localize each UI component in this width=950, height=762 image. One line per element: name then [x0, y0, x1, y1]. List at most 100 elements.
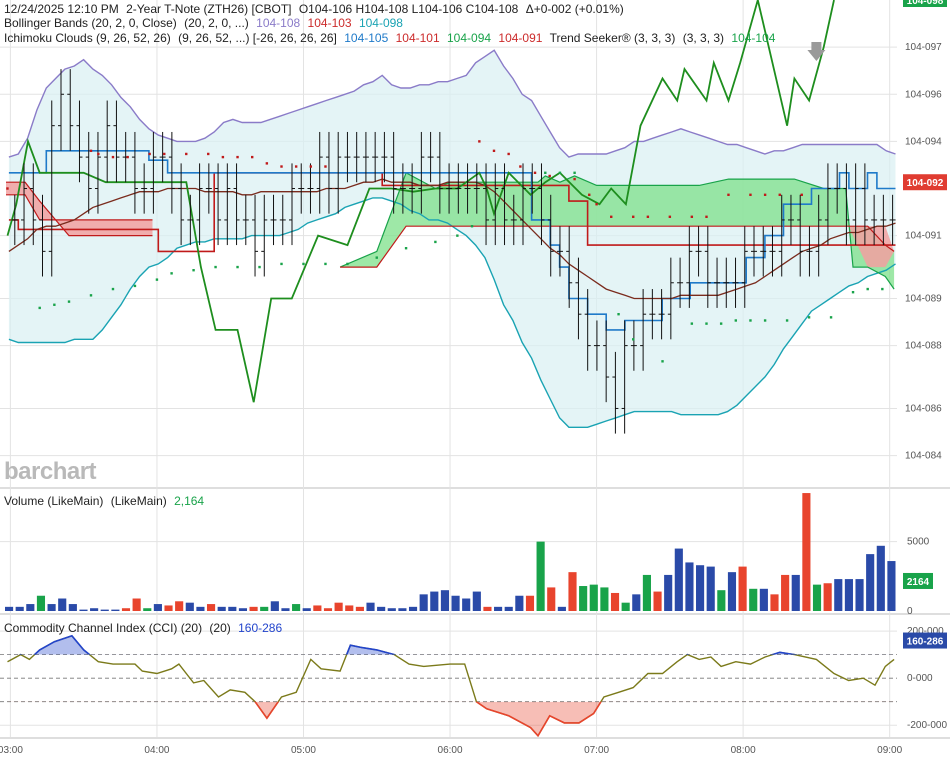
- x-tick-label: 04:00: [144, 745, 169, 756]
- volume-y-tick-label: 5000: [907, 537, 930, 548]
- trend-seeker-dot-red: [148, 152, 151, 156]
- cci-params: (20): [209, 621, 231, 635]
- volume-bar: [547, 587, 556, 611]
- price-bar: [695, 226, 702, 277]
- trend-seeker-dot-red: [595, 203, 598, 206]
- header-line-3[interactable]: Ichimoku Clouds (9, 26, 52, 26) (9, 26, …: [4, 31, 779, 45]
- x-tick-label: 05:00: [291, 745, 316, 756]
- price-bar: [178, 163, 185, 246]
- trend-seeker-dot-red: [763, 193, 767, 196]
- trend-seeker-dot-red: [727, 193, 730, 196]
- trend-seeker-dot-green: [632, 338, 635, 341]
- volume-bar: [238, 608, 248, 611]
- ichimoku-cloud-bull: [340, 172, 895, 290]
- trend-seeker-dot-red: [749, 193, 752, 196]
- trend-seeker-dot-green: [690, 322, 694, 325]
- bb-value-upper: 104-108: [256, 16, 301, 30]
- volume-bar: [781, 574, 790, 611]
- volume-bar: [111, 609, 120, 611]
- cci-value: 160-286: [238, 621, 283, 635]
- cci-y-tick-label: 0-000: [907, 673, 933, 684]
- volume-bar: [355, 606, 364, 611]
- trend-seeker-dot-green: [404, 247, 408, 250]
- price-bar: [205, 163, 212, 214]
- price-bar: [455, 163, 462, 214]
- trend-seeker-dot-red: [163, 152, 166, 156]
- price-bar: [298, 163, 305, 214]
- price-bar: [824, 163, 831, 246]
- cci-header[interactable]: Commodity Channel Index (CCI) (20) (20) …: [4, 621, 286, 635]
- cci-last-value: 160-286: [907, 637, 944, 648]
- trend-seeker-dot-green: [111, 287, 115, 291]
- trend-seeker-label: Trend Seeker® (3, 3, 3): [549, 31, 676, 45]
- bollinger-upper-line: [8, 49, 896, 158]
- y-tick-label: 104-089: [905, 293, 942, 304]
- ichimoku-cloud-bear: [848, 226, 895, 268]
- trend-seeker-dot-green: [749, 319, 752, 322]
- cci-line-oversold: [253, 701, 602, 738]
- volume-bar: [876, 545, 885, 611]
- trend-seeker-dot-green: [829, 316, 833, 319]
- volume-bar: [834, 579, 843, 611]
- trend-seeker-dot-red: [507, 152, 510, 156]
- volume-bar: [206, 604, 216, 611]
- down-arrow-icon: [807, 42, 826, 61]
- trend-seeker-dot-green: [719, 322, 723, 325]
- price-bar: [187, 194, 194, 246]
- x-tick-label: 06:00: [438, 745, 463, 756]
- trend-seeker-dot-red: [588, 193, 591, 196]
- trend-seeker-dot-green: [851, 291, 855, 294]
- volume-bar: [642, 574, 651, 611]
- volume-label: Volume (LikeMain): [4, 494, 104, 508]
- barchart-watermark: barchart: [4, 458, 97, 485]
- ichimoku-span-b-line: [6, 181, 153, 237]
- price-bar: [603, 320, 610, 403]
- volume-bar: [68, 604, 77, 611]
- trend-seeker-dot-red: [705, 215, 708, 218]
- price-bar: [519, 163, 526, 246]
- volume-bar: [791, 574, 800, 611]
- volume-bar: [281, 608, 290, 611]
- trend-seeker-dot-red: [632, 215, 635, 218]
- volume-bar: [653, 591, 662, 611]
- price-bar: [381, 131, 388, 183]
- volume-bar: [302, 608, 311, 611]
- volume-bar: [866, 554, 875, 611]
- price-bar: [778, 194, 785, 277]
- trend-seeker-dot-red: [89, 149, 93, 153]
- price-bar: [751, 226, 758, 277]
- volume-bar: [557, 606, 566, 611]
- volume-bar: [579, 586, 588, 611]
- trend-seeker-dot-red: [185, 152, 188, 156]
- price-bar: [575, 257, 582, 340]
- price-bar: [76, 100, 83, 183]
- header-line-1: 12/24/2025 12:10 PM 2-Year T-Note (ZTH26…: [4, 2, 628, 16]
- trend-seeker-dot-red: [610, 215, 613, 218]
- volume-header[interactable]: Volume (LikeMain) (LikeMain) 2,164: [4, 494, 208, 508]
- volume-bar: [610, 592, 620, 611]
- header-datetime: 12/24/2025 12:10 PM: [4, 2, 119, 16]
- price-bar: [704, 226, 711, 308]
- price-bar: [806, 226, 813, 277]
- price-bar: [390, 131, 397, 214]
- trend-seeker-dot-green: [881, 287, 884, 291]
- price-bar: [215, 163, 222, 246]
- trend-seeker-dot-green: [763, 319, 767, 322]
- trend-seeker-dot-green: [67, 300, 71, 303]
- price-bar: [57, 69, 64, 151]
- trend-seeker-dot-red: [324, 165, 327, 168]
- price-bar: [261, 194, 268, 277]
- trend-seeker-dot-red: [573, 177, 576, 181]
- header-line-2[interactable]: Bollinger Bands (20, 2, 0, Close) (20, 2…: [4, 16, 407, 30]
- price-bar: [85, 131, 92, 214]
- high-price-badge: [903, 0, 947, 7]
- bb-value-mid: 104-103: [307, 16, 352, 30]
- trend-seeker-dot-red: [800, 193, 803, 196]
- trend-seeker-dot-green: [280, 262, 283, 266]
- volume-y-tick-label: 0: [907, 606, 913, 617]
- price-bar: [362, 131, 369, 183]
- y-tick-label: 104-088: [905, 341, 942, 352]
- y-tick-label: 104-084: [905, 451, 942, 462]
- volume-bar: [494, 606, 503, 611]
- trend-seeker-dot-red: [6, 187, 9, 190]
